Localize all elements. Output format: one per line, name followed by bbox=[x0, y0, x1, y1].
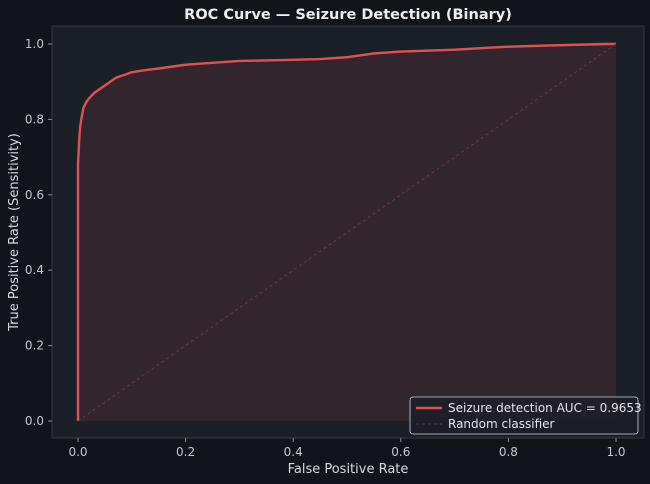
x-tick-label: 0.0 bbox=[68, 445, 87, 459]
x-tick-label: 0.8 bbox=[499, 445, 518, 459]
x-tick-label: 1.0 bbox=[606, 445, 625, 459]
x-axis-label: False Positive Rate bbox=[288, 462, 409, 477]
x-tick-label: 0.2 bbox=[176, 445, 195, 459]
y-axis-label: True Positive Rate (Sensitivity) bbox=[7, 133, 22, 332]
random-classifier-line bbox=[77, 43, 617, 422]
y-tick-label: 1.0 bbox=[25, 37, 44, 51]
roc-curve-line bbox=[76, 42, 616, 421]
series-layer bbox=[76, 42, 617, 422]
x-axis: 0.0 0.2 0.4 0.6 0.8 1.0 bbox=[68, 438, 626, 459]
y-tick-label: 0.4 bbox=[25, 263, 44, 277]
y-tick-label: 0.8 bbox=[25, 112, 44, 126]
y-tick-label: 0.0 bbox=[25, 414, 44, 428]
plot-area bbox=[51, 25, 645, 439]
legend-label: Random classifier bbox=[448, 417, 555, 431]
y-tick-label: 0.2 bbox=[25, 339, 44, 353]
y-axis: 0.0 0.2 0.4 0.6 0.8 1.0 bbox=[25, 37, 52, 428]
chart-title: ROC Curve — Seizure Detection (Binary) bbox=[184, 7, 512, 23]
legend: Seizure detection AUC = 0.9653 Random cla… bbox=[409, 396, 642, 435]
y-tick-label: 0.6 bbox=[25, 188, 44, 202]
legend-label: Seizure detection AUC = 0.9653 bbox=[448, 401, 642, 415]
legend-box bbox=[409, 396, 639, 435]
x-tick-label: 0.4 bbox=[284, 445, 303, 459]
x-tick-label: 0.6 bbox=[391, 445, 410, 459]
